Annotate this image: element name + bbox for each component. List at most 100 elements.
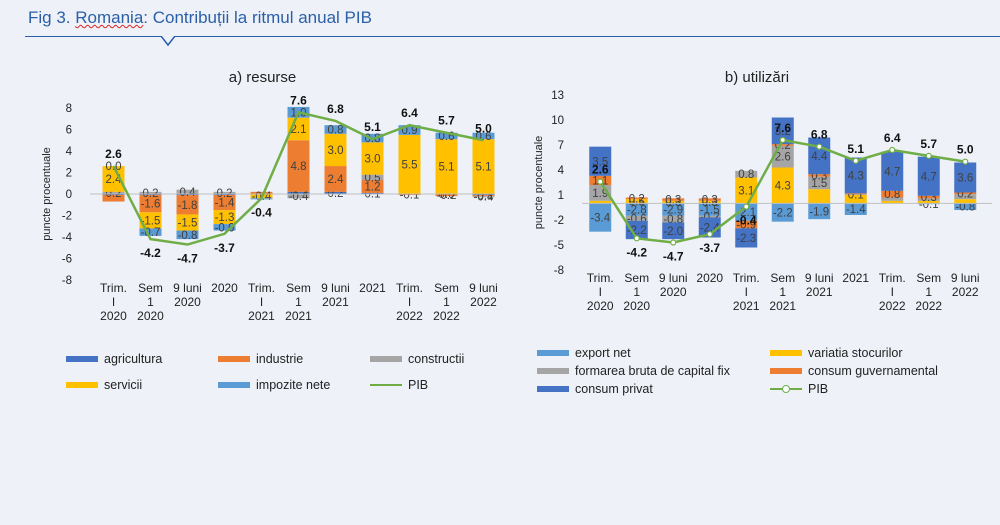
bar-value-label: 0.8 [884, 189, 900, 201]
bar-segment-consum-guvernamental [844, 193, 867, 195]
y-tick-label: 7 [558, 140, 564, 152]
bar-segment-consum-privat [698, 217, 721, 238]
x-tick-label: 2021 [806, 285, 833, 299]
bar-segment-variatia-stocurilor [698, 200, 721, 204]
bar-segment-consum-guvernamental [881, 190, 904, 198]
x-tick-label: 9 luni [173, 281, 202, 295]
bar-value-label: -0.8 [178, 230, 198, 242]
bar-segment-impozite-nete [176, 230, 199, 240]
bar-value-label: -1.5 [141, 215, 161, 227]
x-tick-label: 1 [443, 295, 450, 309]
bar-value-label: 3.0 [365, 154, 381, 166]
y-tick-label: -8 [62, 275, 72, 287]
bar-value-label: 4.4 [811, 151, 828, 163]
x-tick-label: I [260, 295, 263, 309]
x-tick-label: Sem [916, 271, 941, 285]
bar-segment-consum-guvernamental [662, 198, 685, 201]
bar-value-label: 3.0 [328, 145, 344, 157]
bar-segment-agricultura [287, 191, 310, 194]
x-tick-label: Trim. [100, 281, 127, 295]
chart-title: a) resurse [229, 69, 297, 86]
bar-value-label: 0.5 [629, 196, 645, 208]
pib-value-label: 7.6 [774, 121, 791, 135]
pib-point [743, 203, 750, 210]
bar-segment-consum-privat [771, 117, 794, 145]
chart-resurse: a) resurse puncte procentuale -8 -6 -4 -2 0 2 4 6… [41, 69, 498, 323]
bar-value-label: -2.3 [736, 233, 756, 245]
bar-value-label: -1.4 [846, 204, 866, 216]
legend-swatch [537, 368, 569, 374]
legend-label: constructii [408, 352, 465, 366]
y-tick-label: 13 [551, 90, 564, 102]
bar-segment-industrie [213, 195, 236, 211]
x-tick-label: Sem [138, 281, 163, 295]
bar-segment-consum-guvernamental [771, 144, 794, 146]
pib-value-label: 5.7 [920, 137, 937, 151]
bar-value-label: 4.7 [884, 166, 900, 178]
bar-segment-servicii [213, 210, 236, 225]
legend-label: servicii [104, 378, 143, 392]
pib-value-label: -3.7 [214, 241, 235, 255]
pib-value-label: 6.8 [811, 128, 828, 142]
legend-item-consum-privat: consum privat [537, 382, 653, 396]
bar-segment-variatia-stocurilor [662, 200, 685, 204]
x-tick-label: 1 [779, 285, 786, 299]
x-tick-label: 2021 [769, 299, 796, 313]
pib-value-label: 7.6 [290, 93, 307, 107]
bar-segment-consum-privat [881, 151, 904, 191]
x-tick-label: 9 luni [321, 281, 350, 295]
bar-value-label: 4.3 [848, 170, 864, 182]
header-caret-icon [160, 36, 176, 47]
bar-value-label: -2.8 [627, 205, 647, 217]
x-tick-label: 1 [295, 295, 302, 309]
x-tick-label: I [745, 285, 748, 299]
bar-segment-formarea-bruta-de-capital-fix [625, 215, 648, 221]
y-tick-label: 10 [551, 115, 564, 127]
bar-segment-servicii [361, 142, 384, 175]
bar-segment-formarea-bruta-de-capital-fix [662, 215, 685, 223]
x-tick-label: 2021 [842, 271, 869, 285]
figure-title-country: Romania [75, 8, 144, 27]
bar-segment-variatia-stocurilor [771, 167, 794, 204]
bar-value-label: -1.8 [178, 200, 198, 212]
bar-segment-servicii [102, 166, 125, 192]
legend-marker-icon [782, 384, 790, 393]
pib-value-label: -3.7 [699, 241, 720, 255]
legend-item-impozite-nete: impozite nete [218, 378, 330, 392]
bar-value-label: -1.5 [700, 205, 720, 217]
x-tick-label: 1 [147, 295, 154, 309]
pib-value-label: 5.0 [957, 143, 974, 157]
legend-label: agricultura [104, 352, 163, 366]
bar-segment-consum-guvernamental [698, 198, 721, 201]
bar-value-label: 0.8 [738, 169, 754, 181]
bar-segment-agricultura [213, 194, 236, 196]
figure-title: Fig 3. Romania: Contribuții la ritmul an… [28, 8, 372, 28]
header-rule [25, 36, 1000, 37]
bar-segment-export-net [698, 203, 721, 216]
bar-segment-impozite-nete [435, 132, 458, 140]
bar-segment-agricultura [324, 191, 347, 194]
x-tick-label: Sem [770, 271, 795, 285]
bar-segment-formarea-bruta-de-capital-fix [735, 170, 758, 178]
bar-segment-constructii [139, 191, 162, 194]
legend-item-consum-guvernamental: consum guvernamental [770, 364, 938, 378]
bar-value-label: -1.6 [141, 199, 161, 211]
legend-utilizari: export net variatia stocurilor formarea br… [500, 340, 1000, 410]
pib-value-label: -0.4 [251, 205, 272, 219]
bar-value-label: -2.2 [627, 225, 647, 237]
bar-segment-consum-privat [917, 156, 940, 196]
legend-swatch [370, 356, 402, 362]
x-tick-label: 9 luni [659, 271, 688, 285]
bar-value-label: -2.9 [663, 205, 683, 217]
bar-segment-constructii [176, 189, 199, 194]
bar-segment-servicii [472, 139, 495, 194]
bar-segment-export-net [844, 203, 867, 215]
y-axis-label: puncte procentuale [41, 147, 53, 241]
legend-item-PIB: PIB [770, 382, 828, 396]
x-tick-label: I [891, 285, 894, 299]
bar-value-label: 4.8 [291, 161, 307, 173]
bar-segment-impozite-nete [472, 132, 495, 140]
bar-segment-formarea-bruta-de-capital-fix [881, 197, 904, 201]
x-tick-label: 2020 [211, 281, 238, 295]
x-tick-label: 1 [925, 285, 932, 299]
